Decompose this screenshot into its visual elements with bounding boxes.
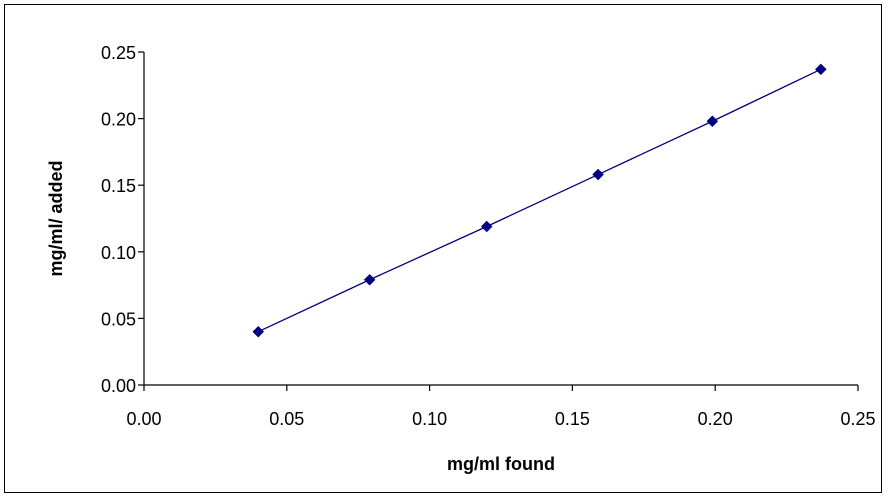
x-tick-label: 0.10 [412, 409, 447, 429]
x-tick-label: 0.20 [698, 409, 733, 429]
series-layer [252, 63, 827, 338]
x-tick-label: 0.15 [555, 409, 590, 429]
y-tick-label: 0.25 [101, 43, 136, 63]
y-axis-title: mg/ml/ added [46, 160, 66, 276]
axes [143, 52, 858, 386]
data-point-marker [480, 220, 493, 233]
chart-frame [4, 4, 882, 493]
data-point-marker [815, 63, 827, 76]
x-ticks: 0.00 0.05 0.10 0.15 0.20 0.25 [126, 385, 876, 429]
series-line [257, 68, 822, 333]
data-point-marker [252, 325, 265, 338]
y-tick-label: 0.20 [101, 110, 136, 130]
x-tick-label: 0.25 [840, 409, 875, 429]
y-tick-label: 0.15 [101, 176, 136, 196]
data-point-marker [706, 115, 719, 128]
x-axis-title: mg/ml found [447, 454, 555, 474]
data-point-marker [363, 273, 376, 286]
y-ticks: 0.00 0.05 0.10 0.15 0.20 0.25 [101, 43, 144, 396]
y-tick-label: 0.00 [101, 376, 136, 396]
y-tick-label: 0.05 [101, 309, 136, 329]
data-point-marker [592, 168, 604, 181]
x-tick-label: 0.05 [269, 409, 304, 429]
x-tick-label: 0.00 [126, 409, 161, 429]
y-tick-label: 0.10 [101, 243, 136, 263]
